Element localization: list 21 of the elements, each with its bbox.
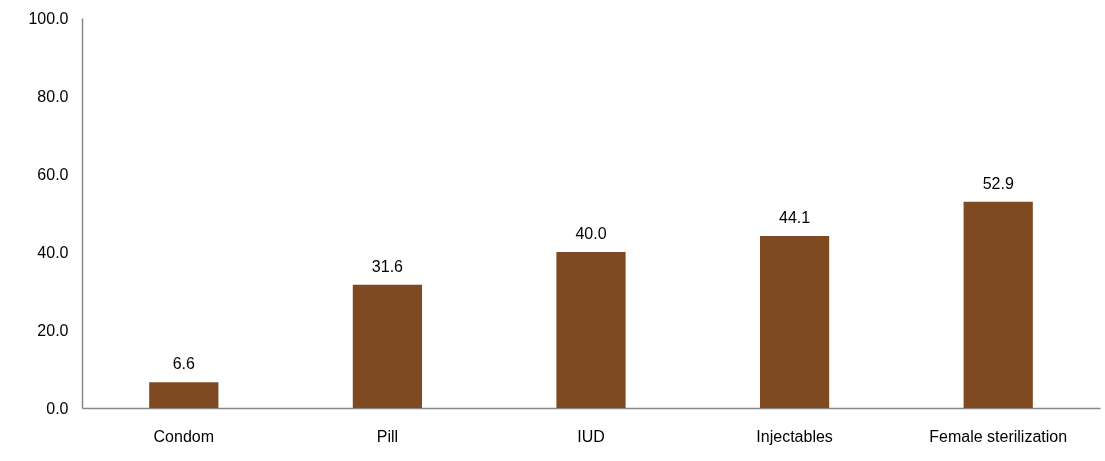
bar [352, 284, 423, 408]
y-tick-label: 0.0 [46, 399, 69, 417]
bar [556, 252, 626, 408]
y-tick-label: 20.0 [37, 321, 69, 339]
x-tick-label: Pill [376, 427, 399, 445]
bar [963, 201, 1033, 408]
data-label: 31.6 [371, 257, 404, 275]
data-label: 52.9 [982, 174, 1014, 192]
y-tick-label: 80.0 [37, 87, 69, 105]
data-label: 6.6 [172, 355, 196, 373]
y-tick-label: 60.0 [37, 165, 69, 183]
x-tick-label: Female sterilization [929, 427, 1068, 445]
x-tick-label: Injectables [756, 427, 833, 445]
bar [759, 236, 830, 408]
x-tick-label: IUD [577, 427, 605, 445]
data-label: 40.0 [575, 225, 607, 242]
bar [149, 382, 219, 408]
y-tick-label: 40.0 [37, 243, 69, 261]
y-tick-label: 100.0 [28, 9, 69, 27]
data-label: 44.1 [779, 209, 811, 227]
x-tick-label: Condom [153, 427, 215, 445]
